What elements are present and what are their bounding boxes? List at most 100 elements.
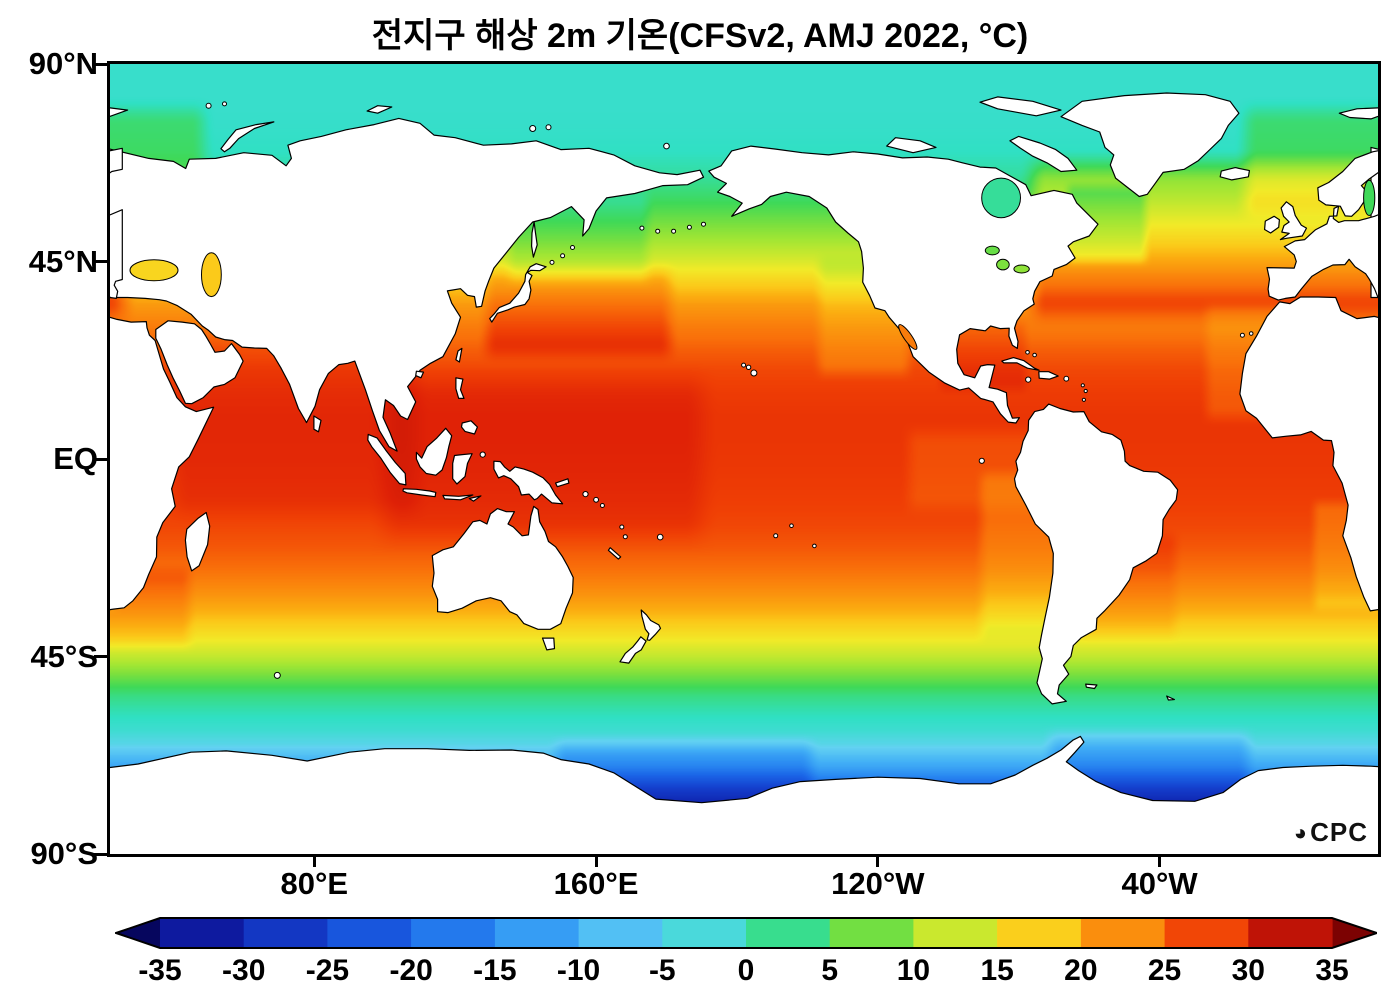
island [222, 101, 227, 107]
island [812, 543, 817, 549]
y-tick-mark [94, 62, 107, 66]
island [750, 369, 758, 377]
landmass [1266, 205, 1378, 301]
landmass [1038, 371, 1059, 380]
colorbar-segment [1164, 918, 1249, 948]
colorbar-tick-label: 25 [1147, 954, 1182, 987]
landmass [1009, 135, 1078, 173]
island [529, 125, 537, 132]
island [582, 491, 589, 498]
island [1025, 350, 1030, 355]
y-tick-mark [94, 852, 107, 856]
island [1080, 383, 1085, 388]
landmass [155, 320, 244, 405]
y-tick-label: EQ [53, 441, 98, 476]
colorbar-tick-label: -25 [305, 954, 350, 987]
colorbar-tick-label: -35 [138, 954, 182, 987]
colorbar-tick-label: 0 [737, 954, 755, 987]
cpc-logo-text: CPC [1310, 817, 1368, 847]
colorbar-segment [243, 918, 328, 948]
landmass [1166, 695, 1175, 701]
landmass [531, 221, 538, 258]
y-tick-label: 45°N [28, 243, 98, 279]
x-tick-mark [312, 854, 316, 867]
landmass [468, 495, 482, 502]
landmass [607, 547, 622, 560]
map-frame: ◕ CPC [107, 61, 1381, 857]
island [479, 451, 486, 458]
island [773, 533, 779, 539]
island [663, 142, 670, 150]
landmass [708, 145, 1099, 424]
colorbar-tick-label: 10 [896, 954, 931, 987]
island [789, 523, 794, 529]
gulf-of-california [898, 324, 918, 350]
x-tick-label: 80°E [280, 866, 349, 901]
baltic-sea [1363, 179, 1376, 216]
chart-title: 전지구 해상 2m 기온(CFSv2, AMJ 2022, °C) [371, 17, 1029, 55]
island [570, 245, 575, 250]
landmass [415, 370, 425, 379]
island [745, 364, 752, 370]
great-lakes-mid [996, 258, 1010, 271]
island [671, 228, 677, 234]
island [545, 124, 552, 131]
colorbar-tick-label: 15 [980, 954, 1014, 987]
island [593, 496, 600, 503]
colorbar-segment [997, 918, 1082, 948]
island [619, 524, 625, 530]
landmass [402, 488, 437, 498]
colorbar-segment [160, 918, 245, 948]
landmass [184, 511, 211, 572]
hudson-bay [981, 177, 1021, 219]
y-tick-label: 45°S [30, 638, 98, 674]
landmass [1338, 107, 1378, 120]
colorbar-tick-label: 5 [821, 954, 839, 987]
landmass [455, 377, 465, 399]
x-tick-label: 120°W [831, 866, 925, 901]
colorbar-segment [411, 918, 496, 948]
landmass [1317, 150, 1378, 217]
landmass [886, 137, 937, 154]
colorbar-tick-label: 35 [1315, 954, 1349, 987]
landmass [415, 427, 453, 476]
great-lakes-east [1013, 264, 1030, 274]
colorbar-segment [829, 918, 914, 948]
island [978, 457, 985, 464]
x-tick-label: 40°W [1121, 866, 1198, 901]
x-tick-mark [876, 854, 880, 867]
island [1083, 388, 1088, 394]
island [741, 362, 747, 368]
island [1081, 397, 1087, 402]
colorbar-segment [1080, 918, 1166, 948]
y-tick-label: 90°N [28, 46, 98, 81]
landmass [1060, 92, 1240, 198]
colorbar-segment [746, 918, 831, 948]
landmass [1013, 403, 1179, 705]
landmass [110, 107, 129, 118]
colorbar-tick-label: 30 [1231, 954, 1265, 987]
colorbar-segment [578, 918, 663, 948]
landmass [442, 494, 474, 501]
colorbar-under-arrow [116, 918, 160, 948]
island [1239, 332, 1245, 338]
landmass [541, 637, 556, 651]
landmass [1264, 215, 1280, 234]
island [701, 221, 706, 227]
landmass [367, 433, 407, 486]
landmass [1279, 201, 1308, 241]
y-tick-mark [94, 655, 107, 658]
island [1032, 352, 1037, 358]
landmass [313, 415, 322, 433]
landmass [493, 460, 564, 505]
island [655, 228, 661, 234]
landmass [489, 263, 547, 323]
landmass [1239, 296, 1378, 612]
x-tick-mark [1158, 854, 1162, 867]
black-sea [129, 259, 179, 282]
island [273, 671, 281, 679]
land-coastline-overlay [110, 92, 1378, 854]
y-tick-mark [94, 260, 107, 263]
cpc-logo-icon: ◕ [1293, 819, 1309, 845]
